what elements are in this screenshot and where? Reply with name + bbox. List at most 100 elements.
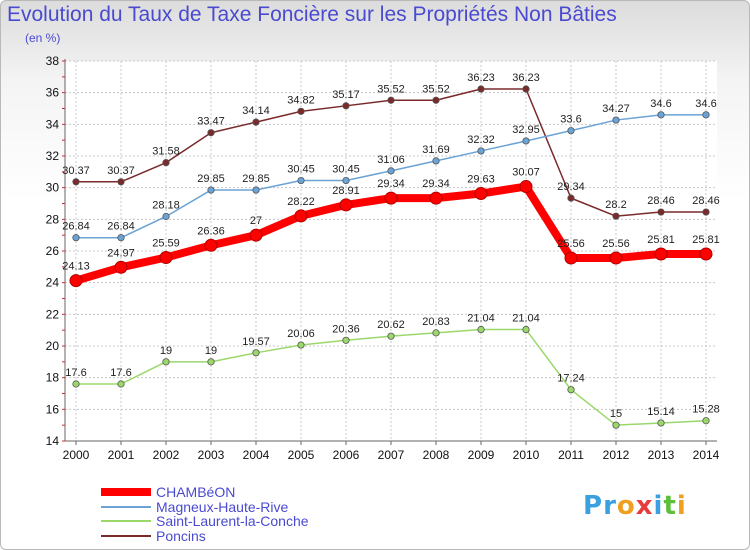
legend-label-poncins: Poncins: [156, 527, 206, 544]
data-label-saint-laurent-la-conche: 17.6: [65, 367, 86, 379]
data-point-poncins: [117, 178, 125, 186]
data-point-poncins: [612, 212, 620, 220]
data-label-magneux-haute-rive: 34.6: [695, 98, 716, 110]
x-tick-label: 2000: [63, 448, 90, 462]
data-point-poncins: [702, 208, 710, 216]
data-label-magneux-haute-rive: 34.6: [650, 98, 671, 110]
data-point-saint-laurent-la-conche: [207, 358, 215, 366]
data-label-poncins: 33.47: [197, 116, 225, 128]
data-point-magneux-haute-rive: [252, 186, 260, 194]
data-point-magneux-haute-rive: [477, 147, 485, 155]
data-point-saint-laurent-la-conche: [612, 421, 620, 429]
data-label-chamb-on: 28.22: [287, 196, 315, 208]
data-point-poncins: [342, 102, 350, 110]
data-label-chamb-on: 25.56: [602, 238, 630, 250]
data-point-magneux-haute-rive: [342, 176, 350, 185]
data-label-saint-laurent-la-conche: 15: [610, 408, 622, 420]
data-point-chamb-on: [69, 274, 83, 288]
legend-swatch-chambeon: [101, 488, 151, 496]
data-point-magneux-haute-rive: [117, 234, 125, 242]
data-point-magneux-haute-rive: [432, 157, 440, 165]
x-tick-label: 2012: [603, 448, 630, 462]
x-tick-label: 2009: [468, 448, 495, 462]
data-label-magneux-haute-rive: 26.84: [62, 221, 90, 233]
data-label-chamb-on: 27: [250, 215, 262, 227]
data-point-chamb-on: [474, 187, 488, 201]
data-label-poncins: 35.52: [377, 83, 405, 95]
data-point-poncins: [567, 194, 575, 202]
data-point-chamb-on: [339, 198, 353, 212]
data-point-saint-laurent-la-conche: [432, 329, 440, 337]
data-label-magneux-haute-rive: 32.32: [467, 134, 495, 146]
legend-label-saint-laurent-la-conche: Saint-Laurent-la-Conche: [156, 513, 309, 529]
data-point-poncins: [72, 178, 80, 186]
data-point-poncins: [522, 85, 530, 93]
data-point-magneux-haute-rive: [297, 176, 305, 185]
data-label-chamb-on: 28.91: [332, 185, 360, 197]
data-point-saint-laurent-la-conche: [72, 380, 80, 388]
x-tick-label: 2006: [333, 448, 360, 462]
data-label-chamb-on: 25.81: [692, 234, 720, 246]
y-tick-label: 28: [46, 212, 60, 226]
data-point-chamb-on: [204, 238, 218, 252]
y-tick-label: 14: [46, 434, 60, 448]
legend-label-chambeon: CHAMBéON: [156, 484, 236, 500]
x-tick-label: 2005: [288, 448, 315, 462]
data-point-poncins: [657, 208, 665, 216]
data-point-poncins: [252, 118, 260, 126]
data-point-saint-laurent-la-conche: [342, 336, 350, 344]
data-label-chamb-on: 25.81: [647, 234, 675, 246]
data-label-chamb-on: 25.56: [557, 238, 585, 250]
data-label-magneux-haute-rive: 33.6: [560, 114, 581, 126]
data-label-poncins: 30.37: [62, 165, 90, 177]
data-point-chamb-on: [429, 191, 443, 205]
data-label-saint-laurent-la-conche: 19.57: [242, 336, 270, 348]
data-label-poncins: 35.17: [332, 89, 360, 101]
data-label-saint-laurent-la-conche: 19: [160, 345, 172, 357]
data-point-magneux-haute-rive: [702, 111, 710, 119]
data-point-poncins: [207, 129, 215, 137]
data-point-chamb-on: [609, 251, 623, 265]
data-label-saint-laurent-la-conche: 19: [205, 345, 217, 357]
y-tick-label: 22: [46, 307, 60, 321]
data-point-magneux-haute-rive: [612, 116, 620, 124]
data-point-chamb-on: [519, 180, 533, 194]
data-label-chamb-on: 30.07: [512, 167, 540, 179]
data-label-chamb-on: 25.59: [152, 237, 180, 249]
data-label-chamb-on: 29.63: [467, 174, 495, 186]
logo-letter: P: [583, 491, 604, 521]
data-label-magneux-haute-rive: 32.95: [512, 124, 540, 136]
data-label-magneux-haute-rive: 26.84: [107, 221, 135, 233]
logo-letter: r: [603, 491, 617, 521]
data-point-saint-laurent-la-conche: [567, 386, 575, 394]
data-point-chamb-on: [564, 251, 578, 265]
x-tick-label: 2013: [648, 448, 675, 462]
proxiti-logo: Proxiti: [583, 491, 687, 521]
data-point-magneux-haute-rive: [207, 186, 215, 194]
data-label-chamb-on: 24.13: [62, 261, 90, 273]
data-label-saint-laurent-la-conche: 15.28: [692, 404, 720, 416]
data-label-saint-laurent-la-conche: 20.06: [287, 328, 315, 340]
logo-letter: x: [635, 491, 654, 521]
data-label-poncins: 35.52: [422, 83, 450, 95]
x-tick-label: 2014: [693, 448, 720, 462]
data-label-magneux-haute-rive: 30.45: [287, 164, 315, 176]
data-point-magneux-haute-rive: [387, 167, 395, 175]
data-label-poncins: 30.37: [107, 165, 135, 177]
data-label-chamb-on: 26.36: [197, 225, 225, 237]
data-label-saint-laurent-la-conche: 20.36: [332, 323, 360, 335]
x-tick-label: 2008: [423, 448, 450, 462]
data-label-chamb-on: 29.34: [422, 178, 450, 190]
data-point-chamb-on: [294, 209, 308, 223]
data-label-magneux-haute-rive: 29.85: [197, 173, 225, 185]
data-label-magneux-haute-rive: 30.45: [332, 164, 360, 176]
data-point-chamb-on: [249, 228, 263, 242]
data-point-magneux-haute-rive: [72, 234, 80, 242]
y-tick-label: 36: [46, 86, 60, 100]
data-point-saint-laurent-la-conche: [297, 341, 305, 349]
data-label-poncins: 29.34: [557, 181, 585, 193]
data-label-poncins: 28.2: [605, 199, 626, 211]
logo-letter: i: [653, 491, 664, 521]
data-point-magneux-haute-rive: [567, 127, 575, 135]
